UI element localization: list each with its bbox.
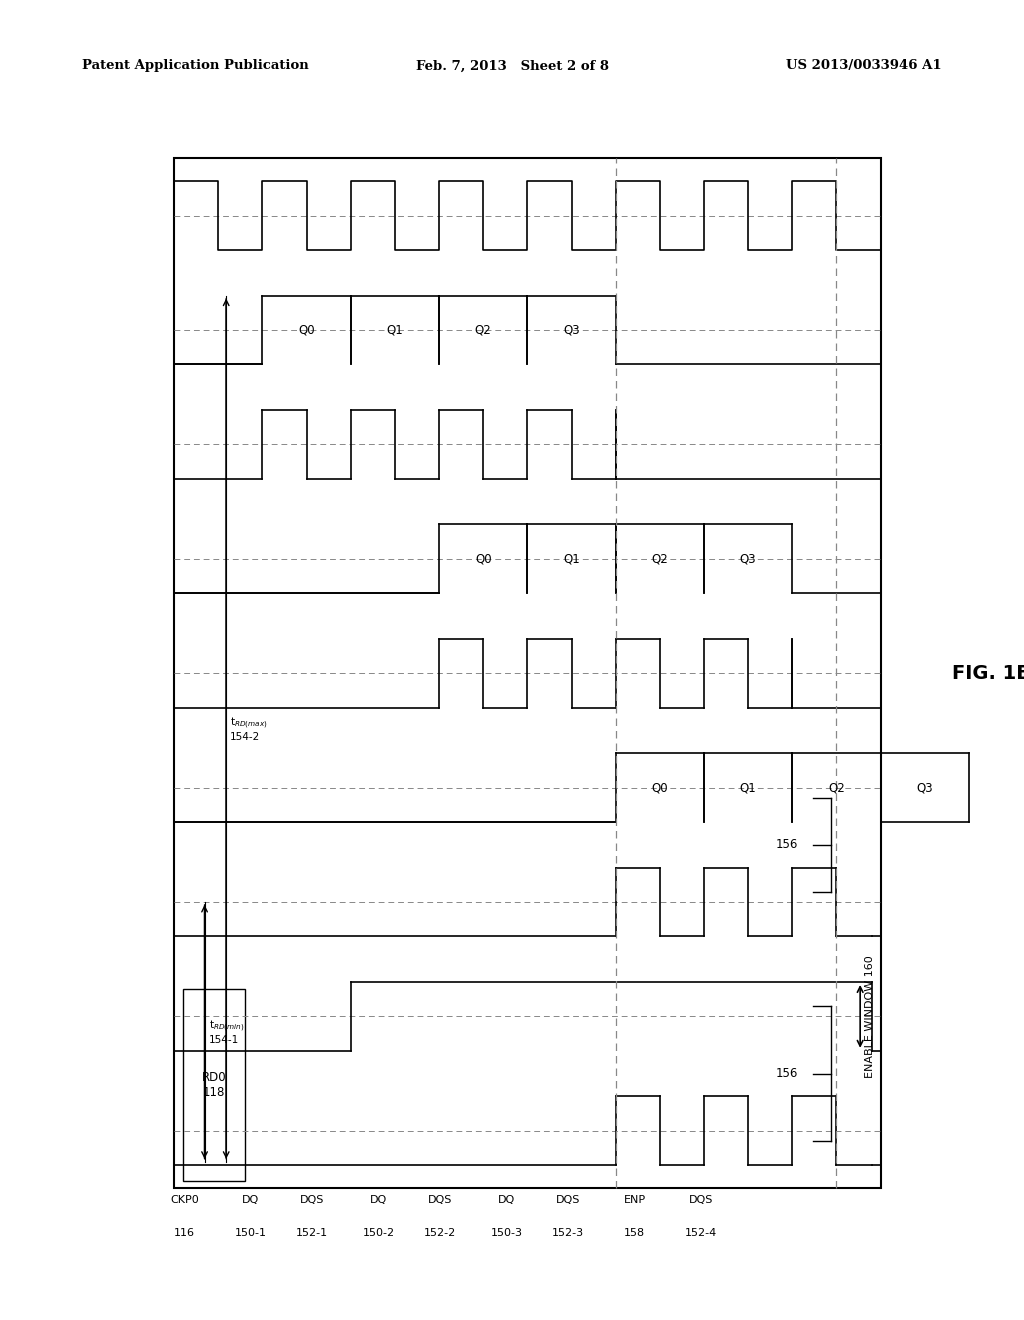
Text: DQS: DQS — [428, 1195, 453, 1205]
Text: Q1: Q1 — [563, 552, 580, 565]
Text: 150-1: 150-1 — [234, 1228, 267, 1238]
Text: 156: 156 — [775, 838, 798, 851]
Text: DQS: DQS — [300, 1195, 325, 1205]
Text: FIG. 1B: FIG. 1B — [952, 664, 1024, 682]
Text: 152-3: 152-3 — [552, 1228, 585, 1238]
Text: DQ: DQ — [499, 1195, 515, 1205]
Text: DQ: DQ — [243, 1195, 259, 1205]
Text: Q0: Q0 — [651, 781, 668, 795]
Text: Q1: Q1 — [386, 323, 403, 337]
Text: ENP: ENP — [624, 1195, 646, 1205]
Text: 152-2: 152-2 — [424, 1228, 457, 1238]
Text: Q2: Q2 — [651, 552, 669, 565]
Text: ENABLE WINDOW 160: ENABLE WINDOW 160 — [865, 956, 876, 1077]
Text: Feb. 7, 2013   Sheet 2 of 8: Feb. 7, 2013 Sheet 2 of 8 — [416, 59, 608, 73]
Text: Q3: Q3 — [740, 552, 757, 565]
Text: DQS: DQS — [689, 1195, 714, 1205]
Text: 150-2: 150-2 — [362, 1228, 395, 1238]
Text: Q2: Q2 — [475, 323, 492, 337]
Text: Q2: Q2 — [828, 781, 845, 795]
Text: t$_{RD(max)}$
154-2: t$_{RD(max)}$ 154-2 — [230, 715, 268, 742]
Text: CKP0: CKP0 — [170, 1195, 199, 1205]
Text: t$_{RD(min)}$
154-1: t$_{RD(min)}$ 154-1 — [209, 1018, 244, 1045]
Text: DQS: DQS — [556, 1195, 581, 1205]
Text: 156: 156 — [775, 1067, 798, 1080]
Text: 116: 116 — [174, 1228, 195, 1238]
Text: Q0: Q0 — [475, 552, 492, 565]
Bar — [174, 158, 881, 1188]
Text: Q1: Q1 — [739, 781, 757, 795]
Bar — [183, 989, 245, 1181]
Text: DQ: DQ — [371, 1195, 387, 1205]
Text: 152-4: 152-4 — [685, 1228, 718, 1238]
Text: Q3: Q3 — [916, 781, 933, 795]
Text: Q0: Q0 — [298, 323, 314, 337]
Text: Q3: Q3 — [563, 323, 580, 337]
Text: 150-3: 150-3 — [490, 1228, 523, 1238]
Text: 158: 158 — [625, 1228, 645, 1238]
Text: 152-1: 152-1 — [296, 1228, 329, 1238]
Text: RD0
118: RD0 118 — [202, 1071, 226, 1100]
Text: US 2013/0033946 A1: US 2013/0033946 A1 — [786, 59, 942, 73]
Text: Patent Application Publication: Patent Application Publication — [82, 59, 308, 73]
